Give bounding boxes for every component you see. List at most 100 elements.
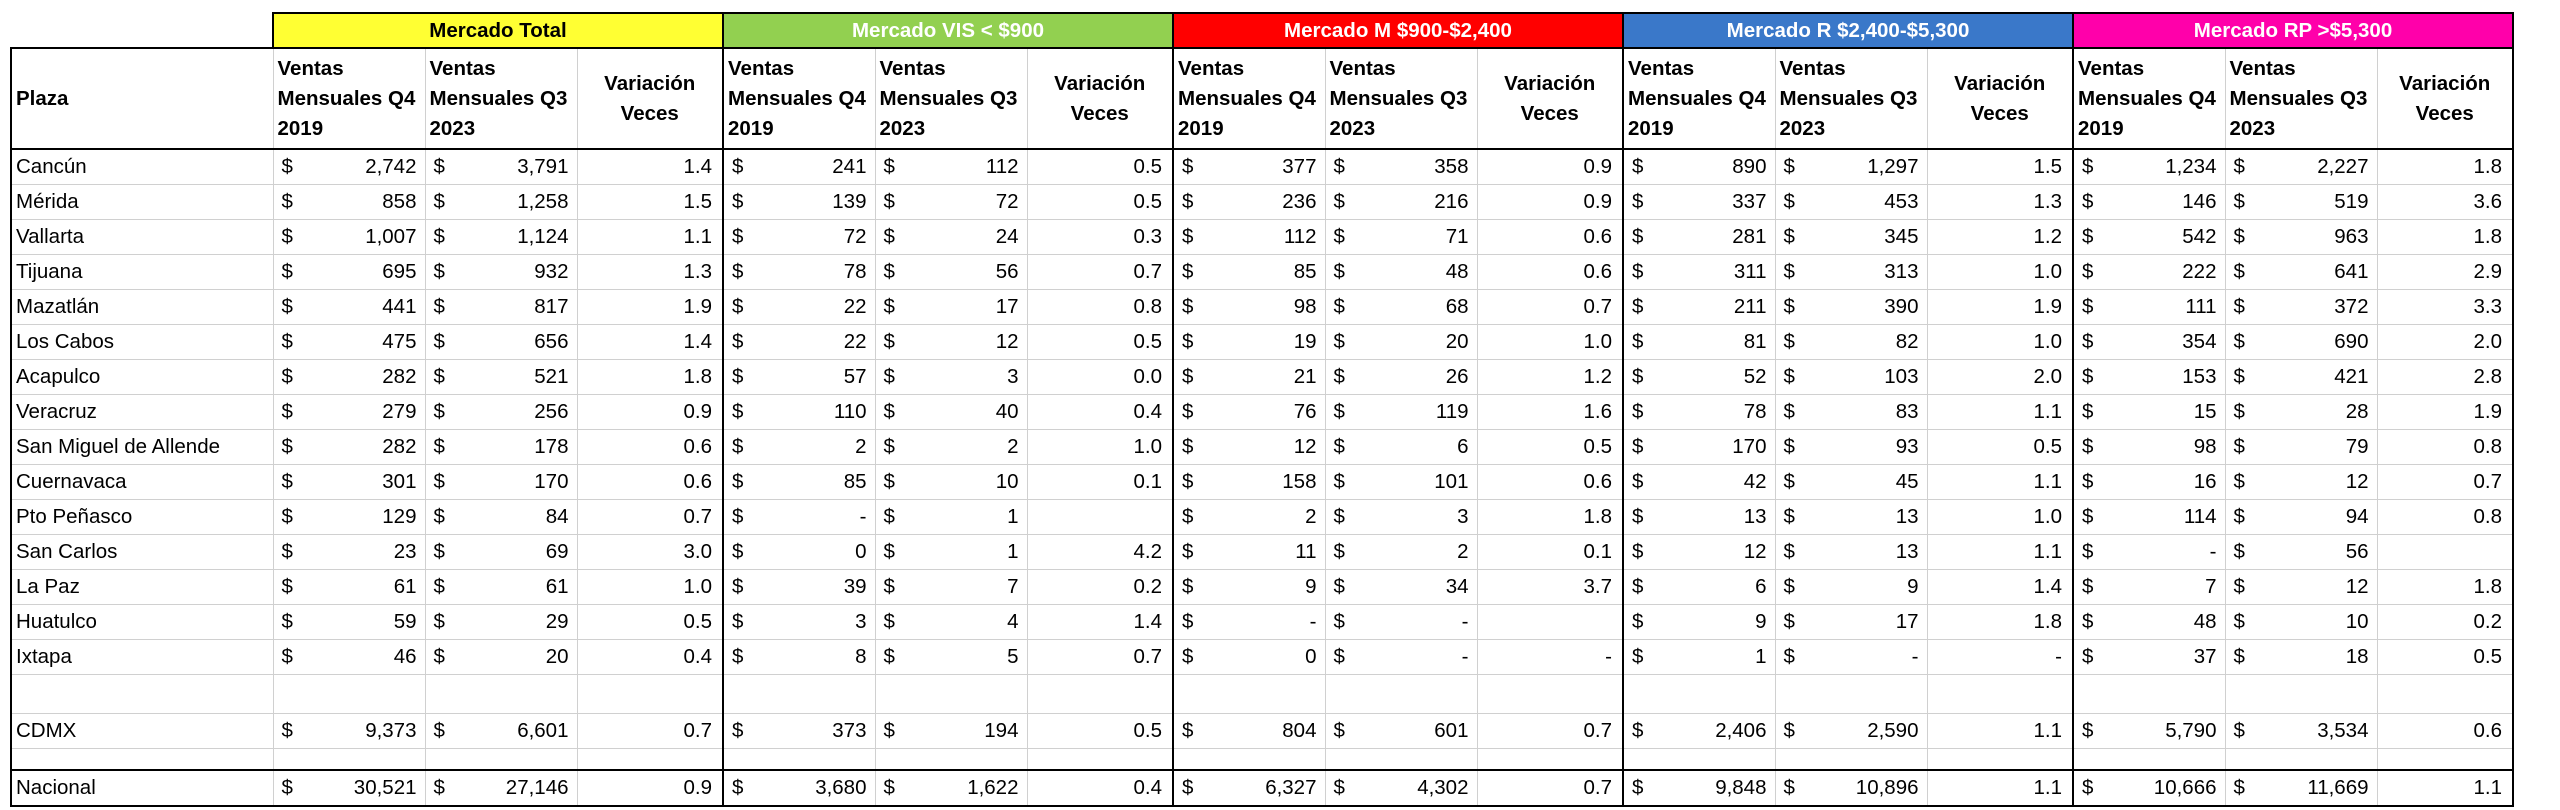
variation-cell[interactable]: 0.7 <box>2377 464 2514 500</box>
variation-cell[interactable]: 1.0 <box>1477 324 1624 360</box>
sales-cell[interactable]: $19 <box>1173 324 1326 360</box>
empty-cell[interactable] <box>1325 674 1478 714</box>
sales-cell[interactable]: $390 <box>1775 289 1928 325</box>
variation-cell[interactable]: 1.8 <box>1477 499 1624 535</box>
plaza-cell[interactable]: Ixtapa <box>10 639 274 675</box>
sales-cell[interactable]: $56 <box>875 254 1028 290</box>
sales-cell[interactable]: $69 <box>425 534 578 570</box>
variation-cell[interactable]: 0.9 <box>1477 184 1624 220</box>
sales-cell[interactable]: $112 <box>1173 219 1326 255</box>
variation-cell[interactable]: 0.6 <box>577 464 724 500</box>
plaza-cell[interactable]: Veracruz <box>10 394 274 430</box>
sales-cell[interactable]: $ - <box>1325 604 1478 640</box>
variation-cell[interactable] <box>1027 499 1174 535</box>
sales-cell[interactable]: $1,124 <box>425 219 578 255</box>
column-header-rp-ventas-q3[interactable]: Ventas Mensuales Q3 2023 <box>2225 48 2378 150</box>
column-header-r-ventas-q3[interactable]: Ventas Mensuales Q3 2023 <box>1775 48 1928 150</box>
sales-cell[interactable]: $78 <box>1623 394 1776 430</box>
sales-cell[interactable]: $932 <box>425 254 578 290</box>
sales-cell[interactable]: $12 <box>1623 534 1776 570</box>
variation-cell[interactable]: 1.1 <box>577 219 724 255</box>
sales-cell[interactable]: $114 <box>2073 499 2226 535</box>
sales-cell[interactable]: $ - <box>1173 604 1326 640</box>
sales-cell[interactable]: $21 <box>1173 359 1326 395</box>
variation-cell[interactable]: 0.7 <box>1477 289 1624 325</box>
sales-cell[interactable]: $42 <box>1623 464 1776 500</box>
variation-cell[interactable]: 1.9 <box>577 289 724 325</box>
empty-cell[interactable] <box>1477 674 1624 714</box>
variation-cell[interactable]: 0.5 <box>1027 713 1174 749</box>
group-header-total[interactable]: Mercado Total <box>272 12 724 49</box>
sales-cell[interactable]: $695 <box>273 254 426 290</box>
empty-cell[interactable] <box>273 674 426 714</box>
sales-cell[interactable]: $11 <box>1173 534 1326 570</box>
sales-cell[interactable]: $16 <box>2073 464 2226 500</box>
empty-cell[interactable] <box>2073 748 2226 771</box>
variation-cell[interactable] <box>2377 534 2514 570</box>
sales-cell[interactable]: $101 <box>1325 464 1478 500</box>
sales-cell[interactable]: $84 <box>425 499 578 535</box>
sales-cell[interactable]: $56 <box>2225 534 2378 570</box>
sales-cell[interactable]: $158 <box>1173 464 1326 500</box>
sales-cell[interactable]: $282 <box>273 429 426 465</box>
variation-cell[interactable]: 0.6 <box>1477 219 1624 255</box>
sales-cell[interactable]: $46 <box>273 639 426 675</box>
sales-cell[interactable]: $475 <box>273 324 426 360</box>
sales-cell[interactable]: $313 <box>1775 254 1928 290</box>
sales-cell[interactable]: $656 <box>425 324 578 360</box>
sales-cell[interactable]: $178 <box>425 429 578 465</box>
variation-cell[interactable]: 0.2 <box>2377 604 2514 640</box>
sales-cell[interactable]: $146 <box>2073 184 2226 220</box>
empty-cell[interactable] <box>1027 674 1174 714</box>
variation-cell[interactable]: 0.9 <box>577 769 724 807</box>
plaza-cell[interactable]: Tijuana <box>10 254 274 290</box>
plaza-cell[interactable]: San Miguel de Allende <box>10 429 274 465</box>
sales-cell[interactable]: $10 <box>2225 604 2378 640</box>
sales-cell[interactable]: $5,790 <box>2073 713 2226 749</box>
variation-cell[interactable]: 0.7 <box>1027 254 1174 290</box>
variation-cell[interactable]: 2.0 <box>1927 359 2074 395</box>
sales-cell[interactable]: $2 <box>875 429 1028 465</box>
variation-cell[interactable]: 0.7 <box>1477 769 1624 807</box>
sales-cell[interactable]: $4,302 <box>1325 769 1478 807</box>
variation-cell[interactable]: 1.1 <box>1927 394 2074 430</box>
sales-cell[interactable]: $8 <box>723 639 876 675</box>
sales-cell[interactable]: $119 <box>1325 394 1478 430</box>
empty-cell[interactable] <box>1775 748 1928 771</box>
sales-cell[interactable]: $22 <box>723 324 876 360</box>
sales-cell[interactable]: $103 <box>1775 359 1928 395</box>
sales-cell[interactable]: $85 <box>1173 254 1326 290</box>
sales-cell[interactable]: $311 <box>1623 254 1776 290</box>
sales-cell[interactable]: $18 <box>2225 639 2378 675</box>
sales-cell[interactable]: $ - <box>723 499 876 535</box>
sales-cell[interactable]: $81 <box>1623 324 1776 360</box>
variation-cell[interactable]: 0.8 <box>2377 429 2514 465</box>
sales-cell[interactable]: $0 <box>723 534 876 570</box>
variation-cell[interactable]: 3.6 <box>2377 184 2514 220</box>
variation-cell[interactable]: 1.0 <box>1927 254 2074 290</box>
group-header-m[interactable]: Mercado M $900-$2,400 <box>1172 12 1624 49</box>
variation-cell[interactable]: 1.5 <box>1927 149 2074 185</box>
sales-cell[interactable]: $9,373 <box>273 713 426 749</box>
variation-cell[interactable]: 0.9 <box>577 394 724 430</box>
sales-cell[interactable]: $858 <box>273 184 426 220</box>
sales-cell[interactable]: $78 <box>723 254 876 290</box>
variation-cell[interactable]: 1.1 <box>1927 713 2074 749</box>
sales-cell[interactable]: $345 <box>1775 219 1928 255</box>
variation-cell[interactable] <box>1477 604 1624 640</box>
sales-cell[interactable]: $3,791 <box>425 149 578 185</box>
empty-cell[interactable] <box>2225 674 2378 714</box>
sales-cell[interactable]: $98 <box>1173 289 1326 325</box>
sales-cell[interactable]: $373 <box>723 713 876 749</box>
empty-cell[interactable] <box>1623 748 1776 771</box>
variation-cell[interactable]: - <box>1927 639 2074 675</box>
empty-cell[interactable] <box>1477 748 1624 771</box>
sales-cell[interactable]: $1 <box>1623 639 1776 675</box>
plaza-cell[interactable]: Nacional <box>10 769 274 807</box>
variation-cell[interactable]: 0.4 <box>1027 394 1174 430</box>
plaza-cell[interactable]: Mérida <box>10 184 274 220</box>
variation-cell[interactable]: 3.3 <box>2377 289 2514 325</box>
sales-cell[interactable]: $2 <box>723 429 876 465</box>
sales-cell[interactable]: $441 <box>273 289 426 325</box>
sales-cell[interactable]: $890 <box>1623 149 1776 185</box>
